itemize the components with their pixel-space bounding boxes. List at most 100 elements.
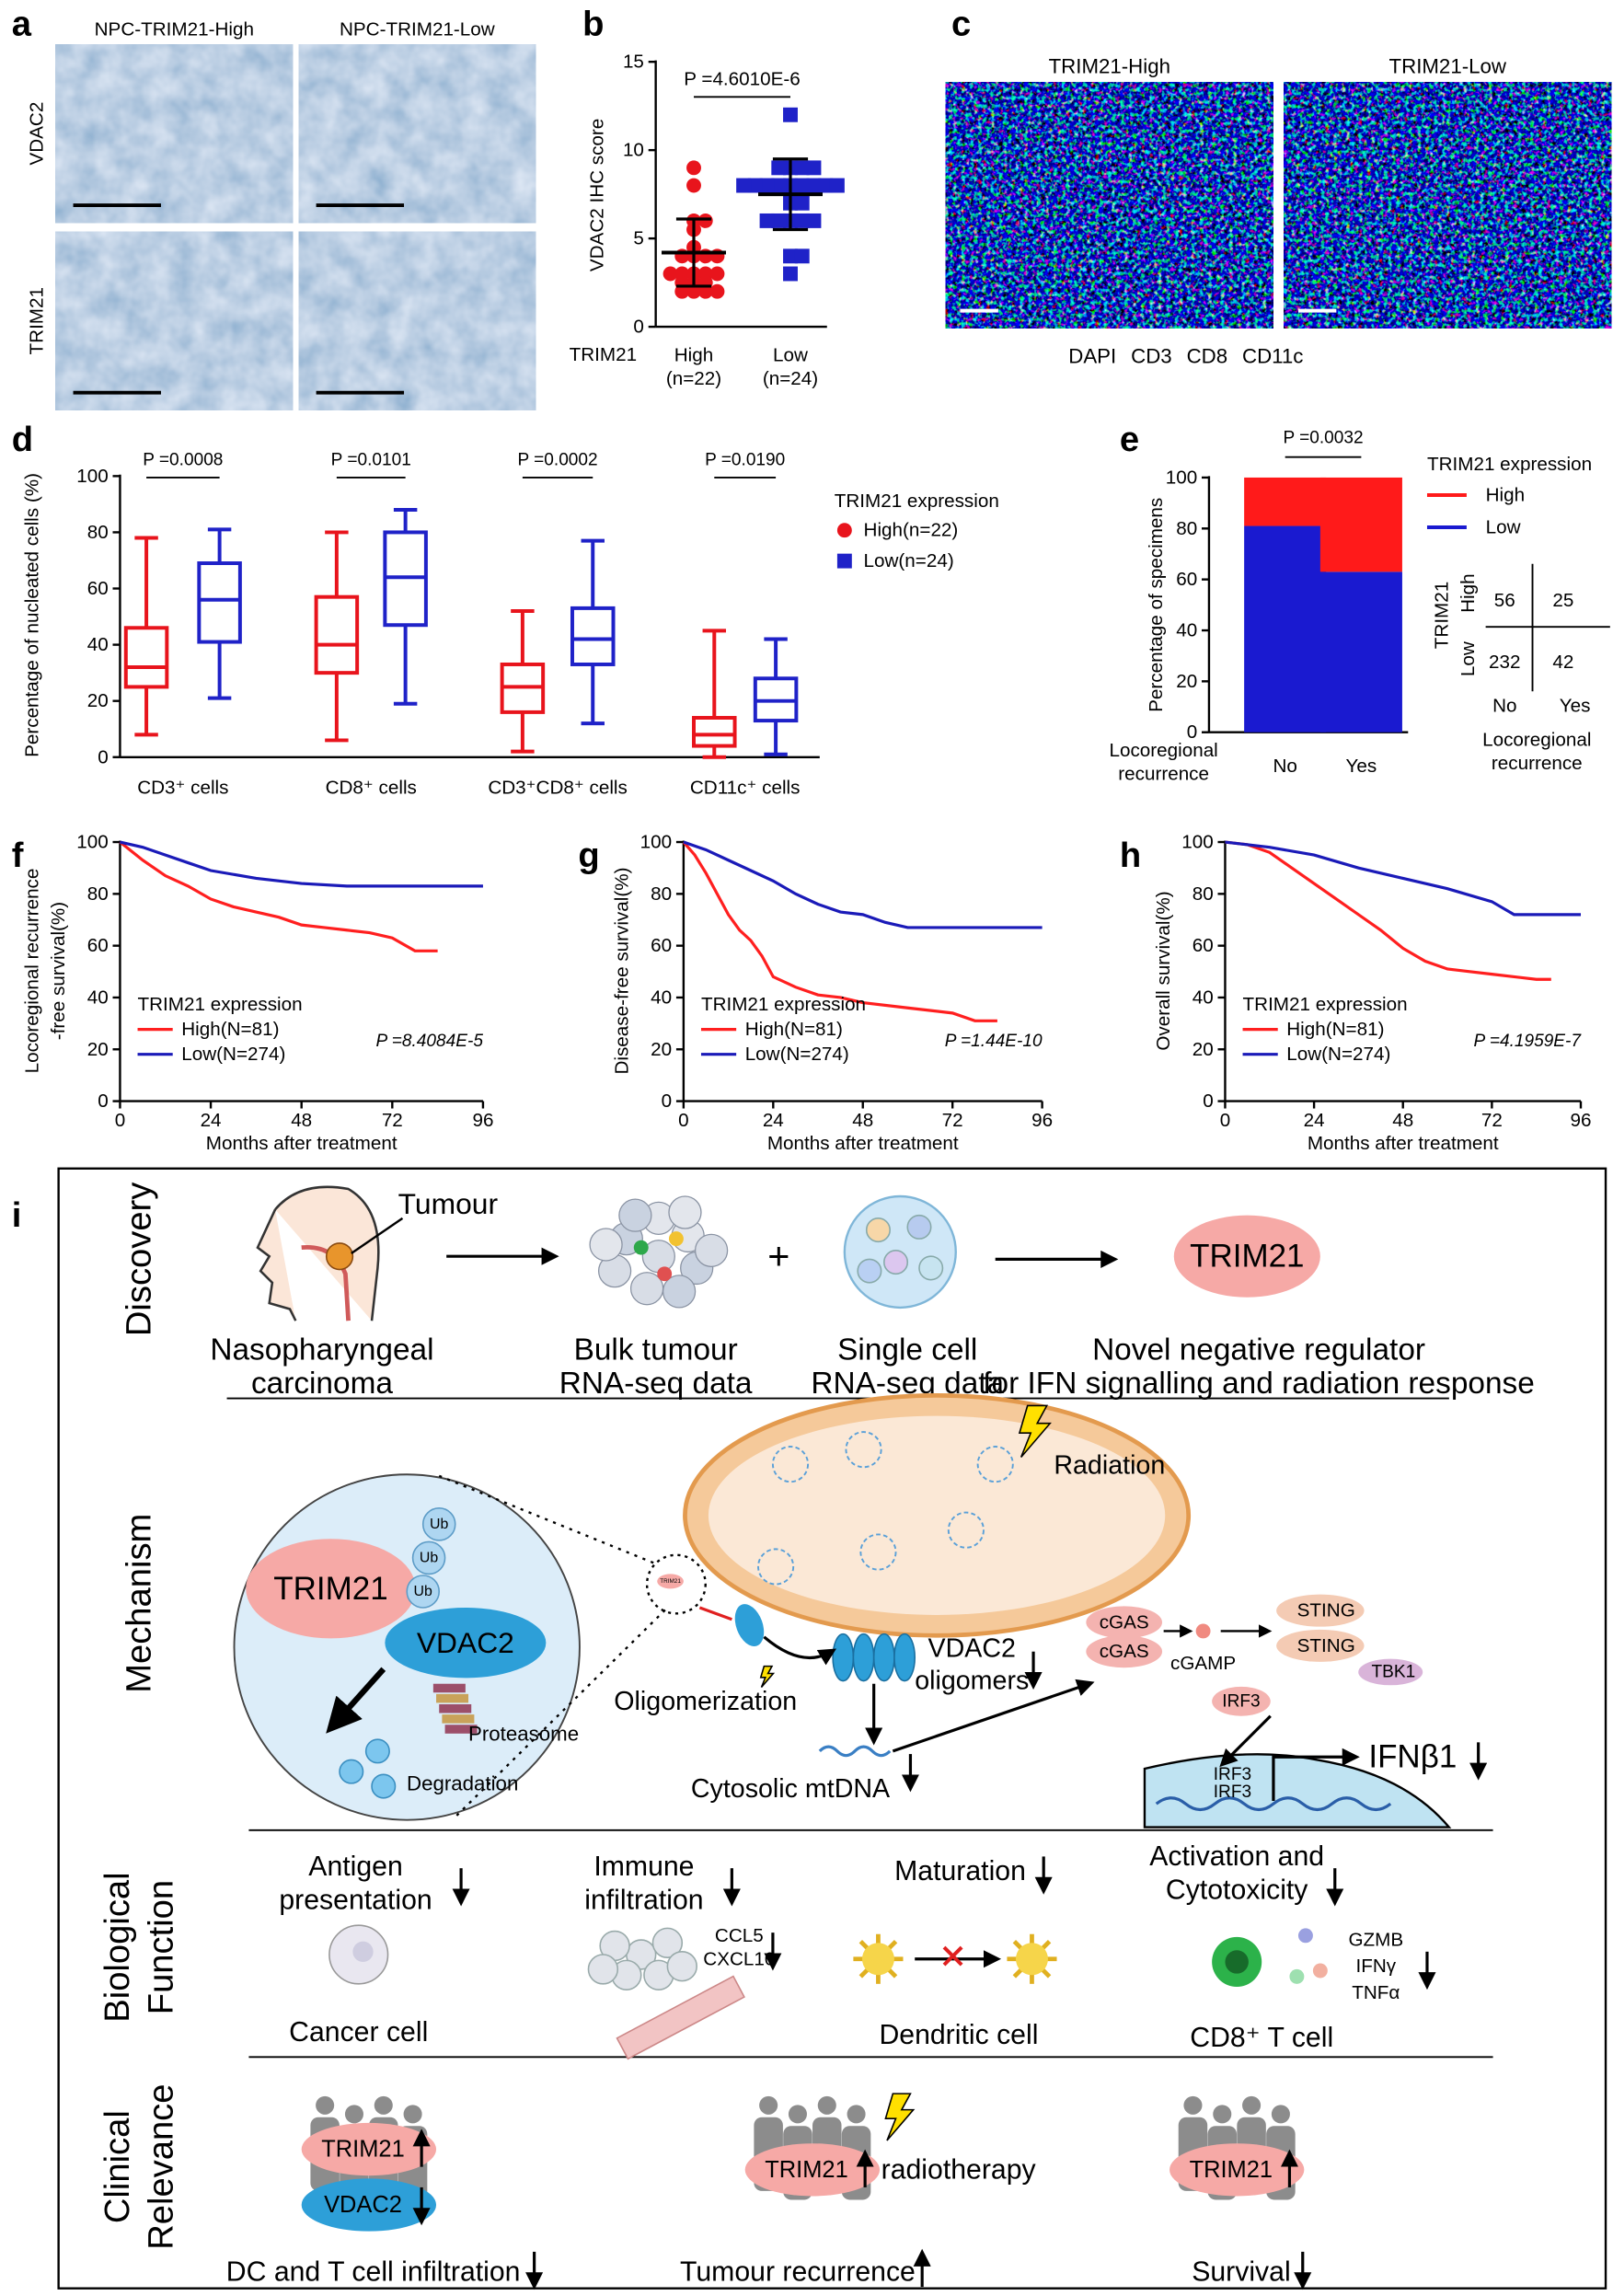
y-axis-label: Percentage of nucleated cells (%) <box>21 473 42 757</box>
curved-arrow <box>763 1635 837 1666</box>
person-head <box>1213 2105 1232 2124</box>
point <box>794 195 810 211</box>
whisker-low <box>702 745 727 759</box>
y-tick-label: 0 <box>98 746 109 767</box>
sting-label: STING <box>1297 1635 1355 1656</box>
survival-curve <box>120 840 483 888</box>
tissue-cell <box>694 1233 729 1267</box>
survival-curve <box>682 840 997 1022</box>
point <box>759 213 775 228</box>
whisker-low <box>393 625 418 706</box>
y-tick-label: 80 <box>651 883 672 905</box>
plus: + <box>767 1235 789 1277</box>
legend-title: TRIM21 expression <box>701 994 866 1015</box>
infiltrate-cell <box>587 1954 619 1985</box>
cell-label: CD8⁺ T cell <box>1190 2023 1333 2053</box>
p-value: P =0.0002 <box>517 450 597 469</box>
pointer <box>351 1217 404 1255</box>
ub-label: Ub <box>420 1550 438 1565</box>
legend-label: High <box>1486 485 1525 506</box>
y-tick-label: 20 <box>1176 671 1197 692</box>
bar-segment <box>1244 525 1327 733</box>
y-axis-label: Locoregional recurrence <box>21 869 42 1074</box>
zoom-spot <box>645 1553 707 1615</box>
p-value: P =0.0032 <box>1283 428 1363 447</box>
y-tick-label: 0 <box>98 1090 109 1112</box>
survival-curve <box>119 840 438 952</box>
y-tick-label: 60 <box>1176 569 1197 590</box>
whisker-high <box>511 608 535 664</box>
gene-label: TRIM21 <box>1190 1239 1304 1275</box>
person-head <box>1242 2095 1262 2115</box>
panel-label: f <box>12 836 24 875</box>
table-column: Yes <box>1560 696 1591 717</box>
irf3-label: IRF3 <box>1222 1691 1260 1711</box>
trim21-oval-label: TRIM21 <box>321 2137 404 2163</box>
table-cell: 25 <box>1552 590 1573 611</box>
stain-legend: CD11c <box>1242 344 1303 367</box>
ihc-image <box>298 231 536 410</box>
cgas-label: cGAS <box>1100 1641 1149 1662</box>
mtdna <box>818 1745 892 1758</box>
step-label: RNA-seq data <box>559 1367 753 1401</box>
y-tick-label: 100 <box>640 832 672 853</box>
x-tick-label: 96 <box>1031 1110 1053 1131</box>
single-cell <box>883 1250 909 1275</box>
point <box>736 178 752 193</box>
function-header: Activation and <box>1149 1841 1324 1872</box>
function-header: Cytotoxicity <box>1166 1875 1308 1906</box>
single-cell <box>906 1214 932 1240</box>
irf3-label: IRF3 <box>1214 1765 1251 1784</box>
legend-label: High(N=81) <box>1286 1019 1384 1040</box>
whisker-high <box>702 629 727 719</box>
cytokine-label: TNFα <box>1352 1982 1400 2003</box>
column-label: TRIM21-High <box>1049 54 1170 77</box>
x-tick-label: CD11c⁺ cells <box>690 778 801 799</box>
fragment <box>364 1738 390 1764</box>
table-row: High <box>1457 573 1479 612</box>
proteasome-ring <box>436 1693 469 1703</box>
x-tick-label: 24 <box>763 1110 784 1131</box>
point <box>697 213 713 228</box>
person-head <box>1271 2105 1290 2124</box>
lightning <box>759 1665 776 1689</box>
whisker-high <box>393 508 418 533</box>
trim21-oval-label: TRIM21 <box>1190 2157 1273 2183</box>
panel-label: d <box>12 420 33 459</box>
point <box>697 283 713 299</box>
step-label: for IFN signalling and radiation respons… <box>983 1367 1535 1401</box>
function-header: Antigen <box>308 1852 403 1882</box>
p-value: P =0.0008 <box>143 450 223 469</box>
point <box>836 523 852 538</box>
single-cell <box>918 1255 944 1281</box>
vdac2-oligomer <box>852 1633 875 1682</box>
stain-legend: CD3 <box>1131 344 1172 367</box>
point <box>783 107 798 122</box>
section-label: Discovery <box>120 1183 159 1337</box>
point <box>674 283 690 299</box>
point <box>806 160 822 176</box>
panel-label: g <box>578 836 599 875</box>
p-value: P =4.6010E-6 <box>684 69 801 90</box>
legend-label: Low(n=24) <box>864 550 954 571</box>
section-label: Clinical <box>98 2110 137 2223</box>
cytokine-dot <box>1297 1928 1313 1944</box>
vessel <box>616 1975 745 2060</box>
person-head <box>788 2105 807 2124</box>
y-tick-label: 100 <box>1166 467 1197 488</box>
x-axis-label: Months after treatment <box>1308 1133 1499 1154</box>
x-tick-label: 24 <box>201 1110 222 1131</box>
infiltrate-cell <box>666 1951 697 1982</box>
lightning <box>884 2093 916 2141</box>
vdac2-oligomer <box>832 1633 855 1682</box>
panel-label: i <box>12 1195 22 1235</box>
y-tick-label: 0 <box>633 317 644 338</box>
section-label: Relevance <box>141 2084 180 2250</box>
y-tick-label: 60 <box>87 935 109 956</box>
cgas-label: cGAS <box>1100 1611 1149 1633</box>
table-row: Low <box>1457 641 1479 676</box>
legend-label: Low(N=274) <box>1286 1044 1390 1065</box>
panel-label: b <box>582 4 604 43</box>
lightning <box>1018 1404 1052 1458</box>
